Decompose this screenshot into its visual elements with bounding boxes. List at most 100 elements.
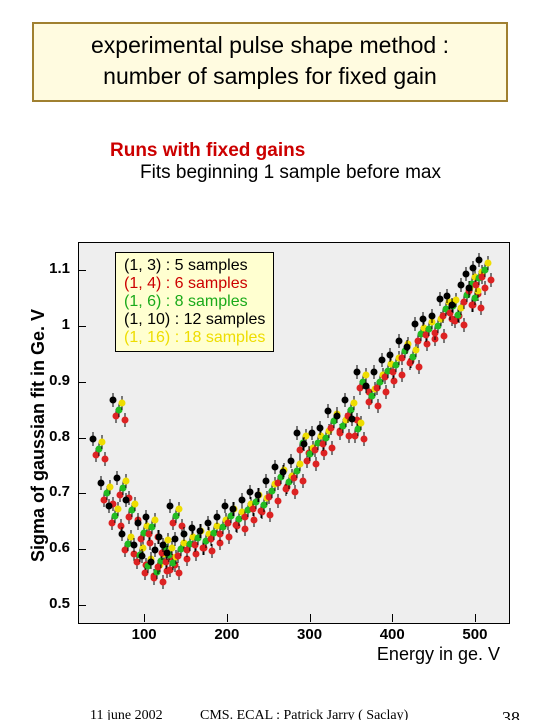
data-point bbox=[362, 382, 369, 389]
data-point bbox=[159, 541, 166, 548]
data-point bbox=[391, 377, 398, 384]
data-point bbox=[166, 502, 173, 509]
data-point bbox=[279, 469, 286, 476]
data-point bbox=[487, 277, 494, 284]
data-point bbox=[147, 558, 154, 565]
data-point bbox=[357, 419, 364, 426]
data-point bbox=[184, 556, 191, 563]
data-point bbox=[461, 321, 468, 328]
data-point bbox=[449, 301, 456, 308]
legend-item: (1, 10) : 12 samples bbox=[124, 311, 265, 329]
data-point bbox=[428, 312, 435, 319]
data-point bbox=[370, 368, 377, 375]
chart-title-fits: Fits beginning 1 sample before max bbox=[140, 162, 530, 184]
data-point bbox=[139, 553, 146, 560]
data-point bbox=[420, 315, 427, 322]
data-point bbox=[308, 430, 315, 437]
data-point bbox=[475, 256, 482, 263]
y-tick-label: 0.9 bbox=[30, 372, 70, 389]
data-point bbox=[152, 517, 159, 524]
data-point bbox=[221, 502, 228, 509]
data-point bbox=[217, 539, 224, 546]
data-point bbox=[348, 416, 355, 423]
data-point bbox=[412, 321, 419, 328]
data-point bbox=[354, 368, 361, 375]
slide-title-line1: experimental pulse shape method : bbox=[42, 30, 498, 61]
data-point bbox=[230, 505, 237, 512]
x-tick-label: 500 bbox=[455, 626, 495, 643]
data-point bbox=[101, 455, 108, 462]
data-point bbox=[360, 436, 367, 443]
data-point bbox=[482, 285, 489, 292]
data-point bbox=[135, 519, 142, 526]
data-point bbox=[484, 260, 491, 267]
data-point bbox=[291, 489, 298, 496]
data-point bbox=[89, 435, 96, 442]
data-point bbox=[164, 550, 171, 557]
data-point bbox=[403, 343, 410, 350]
data-point bbox=[317, 424, 324, 431]
data-point bbox=[225, 534, 232, 541]
data-point bbox=[374, 402, 381, 409]
data-point bbox=[275, 497, 282, 504]
data-point bbox=[293, 430, 300, 437]
chart-area: Sigma of gaussian fit in Ge. V Energy in… bbox=[10, 192, 530, 672]
data-point bbox=[131, 500, 138, 507]
data-point bbox=[470, 265, 477, 272]
data-point bbox=[432, 335, 439, 342]
data-point bbox=[246, 488, 253, 495]
data-point bbox=[379, 357, 386, 364]
slide-title-line2: number of samples for fixed gain bbox=[42, 61, 498, 92]
y-tick-label: 0.7 bbox=[30, 483, 70, 500]
data-point bbox=[122, 497, 129, 504]
data-point bbox=[300, 441, 307, 448]
data-point bbox=[106, 483, 113, 490]
data-point bbox=[155, 533, 162, 540]
data-point bbox=[333, 413, 340, 420]
page-number: 38 bbox=[502, 708, 520, 720]
data-point bbox=[175, 506, 182, 513]
data-point bbox=[382, 388, 389, 395]
data-point bbox=[209, 548, 216, 555]
data-point bbox=[350, 399, 357, 406]
data-point bbox=[477, 304, 484, 311]
data-point bbox=[271, 463, 278, 470]
y-tick-label: 0.6 bbox=[30, 539, 70, 556]
data-point bbox=[341, 396, 348, 403]
y-tick-label: 0.5 bbox=[30, 595, 70, 612]
data-point bbox=[115, 506, 122, 513]
data-point bbox=[143, 513, 150, 520]
data-point bbox=[387, 351, 394, 358]
data-point bbox=[123, 478, 130, 485]
data-point bbox=[147, 539, 154, 546]
data-point bbox=[424, 341, 431, 348]
data-point bbox=[457, 282, 464, 289]
data-point bbox=[238, 497, 245, 504]
data-point bbox=[180, 530, 187, 537]
data-point bbox=[415, 363, 422, 370]
data-point bbox=[114, 474, 121, 481]
data-point bbox=[300, 478, 307, 485]
data-point bbox=[325, 407, 332, 414]
footer-date: 11 june 2002 bbox=[90, 708, 163, 720]
legend-item: (1, 4) : 6 samples bbox=[124, 275, 265, 293]
data-point bbox=[110, 396, 117, 403]
x-axis-label: Energy in ge. V bbox=[377, 644, 500, 665]
data-point bbox=[159, 578, 166, 585]
data-point bbox=[205, 519, 212, 526]
legend-item: (1, 6) : 8 samples bbox=[124, 293, 265, 311]
data-point bbox=[267, 511, 274, 518]
slide-title-box: experimental pulse shape method : number… bbox=[32, 22, 508, 102]
data-point bbox=[122, 416, 129, 423]
data-point bbox=[176, 570, 183, 577]
x-tick-label: 100 bbox=[124, 626, 164, 643]
y-tick-label: 1 bbox=[30, 316, 70, 333]
data-point bbox=[192, 550, 199, 557]
legend: (1, 3) : 5 samples(1, 4) : 6 samples(1, … bbox=[115, 252, 274, 352]
data-point bbox=[443, 293, 450, 300]
data-point bbox=[188, 525, 195, 532]
data-point bbox=[242, 525, 249, 532]
data-point bbox=[97, 480, 104, 487]
legend-item: (1, 3) : 5 samples bbox=[124, 257, 265, 275]
data-point bbox=[329, 444, 336, 451]
